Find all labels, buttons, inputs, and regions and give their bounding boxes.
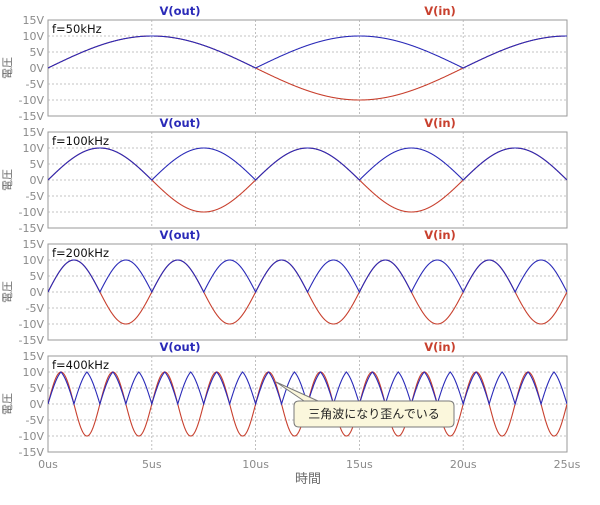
- y-tick-label: -15V: [19, 446, 45, 459]
- x-tick-label: 10us: [242, 458, 269, 471]
- series-name-vin: V(in): [424, 228, 456, 242]
- annotation-text: 三角波になり歪んでいる: [308, 407, 439, 421]
- y-tick-label: 0V: [29, 174, 44, 187]
- series-group: [48, 259, 567, 325]
- panel-3: 15V 10V 5V 0V -5V -10V -15V 電圧 V(out) V(in) f=200k…: [1, 228, 568, 347]
- y-tick-label: -10V: [19, 430, 45, 443]
- y-tick-label: -10V: [19, 206, 45, 219]
- x-axis-label: 時間: [295, 472, 321, 487]
- y-tick-label: 10V: [22, 254, 44, 267]
- y-tick-label: 15V: [22, 350, 44, 363]
- panel-frequency-label: f=400kHz: [52, 358, 109, 372]
- y-axis-label: 電圧: [1, 393, 14, 415]
- y-axis-label: 電圧: [1, 57, 14, 79]
- y-tick-label: 10V: [22, 142, 44, 155]
- annotation-callout-shape: [275, 381, 455, 428]
- annotation-callout: 三角波になり歪んでいる: [275, 381, 455, 428]
- series-name-vout: V(out): [160, 116, 201, 130]
- panels-layer: 15V 10V 5V 0V -5V -10V -15V 電圧 V(out) V(in) f=50kH…: [1, 4, 568, 459]
- x-tick-label: 20us: [450, 458, 477, 471]
- y-tick-label: -15V: [19, 334, 45, 347]
- y-tick-label: 15V: [22, 238, 44, 251]
- panel-4: 15V 10V 5V 0V -5V -10V -15V 電圧 V(out) V(in) f=400k…: [1, 340, 568, 459]
- y-tick-label: -5V: [26, 302, 45, 315]
- y-tick-label: 5V: [29, 270, 44, 283]
- y-axis-label: 電圧: [1, 281, 14, 303]
- y-tick-label: 5V: [29, 158, 44, 171]
- y-tick-label: 10V: [22, 30, 44, 43]
- y-tick-label: -5V: [26, 414, 45, 427]
- panel-frequency-label: f=200kHz: [52, 246, 109, 260]
- y-tick-label: 0V: [29, 398, 44, 411]
- y-axis-label: 電圧: [1, 169, 14, 191]
- y-tick-label: -10V: [19, 94, 45, 107]
- x-tick-label: 0us: [38, 458, 58, 471]
- y-tick-label: 15V: [22, 126, 44, 139]
- x-tick-label: 25us: [554, 458, 581, 471]
- x-tick-label: 15us: [346, 458, 373, 471]
- y-tick-label: -15V: [19, 110, 45, 123]
- series-name-vin: V(in): [424, 4, 456, 18]
- y-tick-label: -10V: [19, 318, 45, 331]
- y-tick-label: 0V: [29, 62, 44, 75]
- series-group: [48, 35, 567, 101]
- panel-frequency-label: f=50kHz: [52, 22, 102, 36]
- series-group: [48, 147, 567, 213]
- series-name-vin: V(in): [424, 116, 456, 130]
- x-tick-label: 5us: [142, 458, 162, 471]
- series-name-vout: V(out): [160, 340, 201, 354]
- series-name-vout: V(out): [160, 4, 201, 18]
- series-vout-line: [48, 147, 567, 181]
- y-tick-label: 5V: [29, 382, 44, 395]
- y-tick-label: 10V: [22, 366, 44, 379]
- y-tick-label: -15V: [19, 222, 45, 235]
- panel-frequency-label: f=100kHz: [52, 134, 109, 148]
- series-vout-line: [48, 259, 567, 294]
- y-tick-label: 5V: [29, 46, 44, 59]
- panel-2: 15V 10V 5V 0V -5V -10V -15V 電圧 V(out) V(in) f=100k…: [1, 116, 568, 235]
- x-axis: 0us 5us 10us 15us 20us 25us: [38, 458, 580, 471]
- series-name-vin: V(in): [424, 340, 456, 354]
- panel-1: 15V 10V 5V 0V -5V -10V -15V 電圧 V(out) V(in) f=50kH…: [1, 4, 568, 123]
- series-name-vout: V(out): [160, 228, 201, 242]
- series-vout-line: [48, 35, 567, 69]
- y-tick-label: -5V: [26, 78, 45, 91]
- y-tick-label: -5V: [26, 190, 45, 203]
- y-tick-label: 15V: [22, 14, 44, 27]
- y-tick-label: 0V: [29, 286, 44, 299]
